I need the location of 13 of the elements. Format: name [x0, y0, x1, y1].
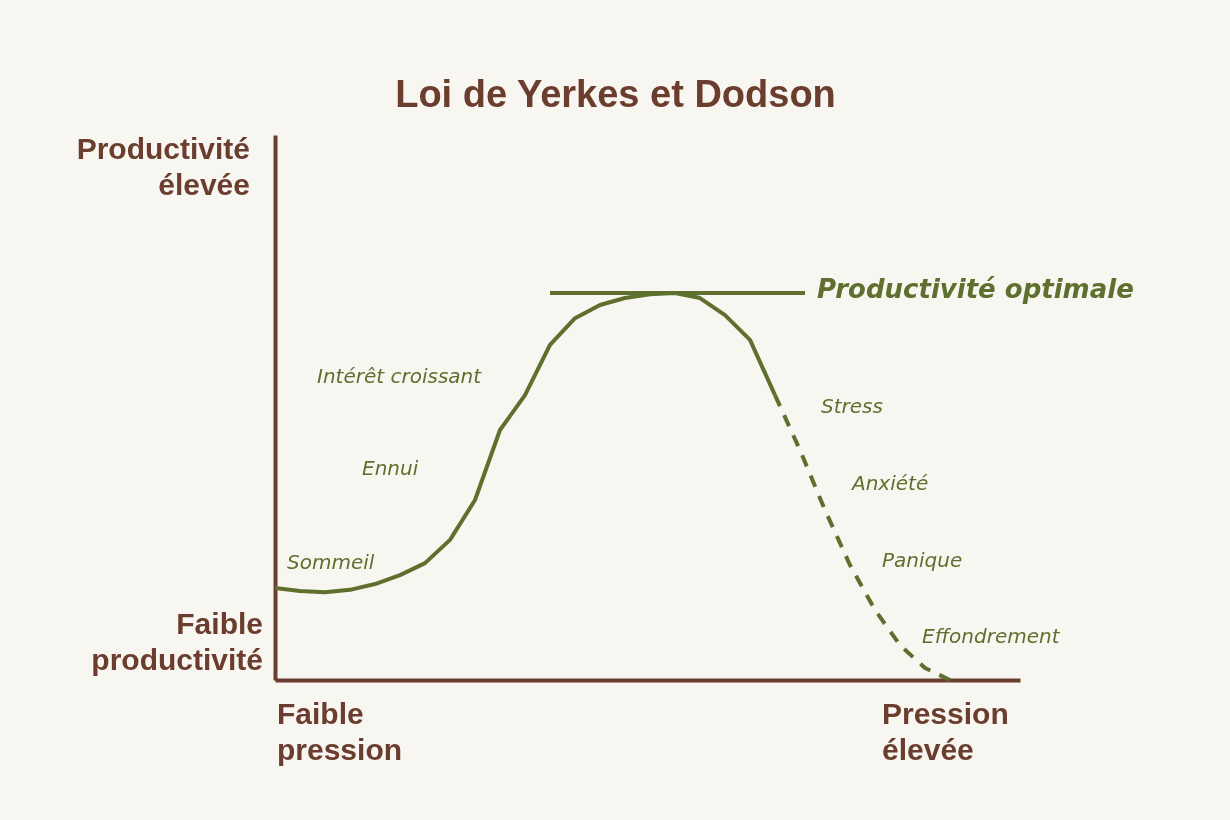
ref-line-label: Productivité optimale [817, 274, 1134, 304]
annotation: Intérêt croissant [317, 364, 483, 388]
annotation: Ennui [362, 456, 419, 480]
annotation: Stress [821, 394, 883, 418]
annotation: Sommeil [287, 550, 375, 574]
annotation: Anxiété [850, 471, 929, 495]
text: Productivité élevée [76, 132, 250, 201]
annotation: Effondrement [922, 624, 1061, 648]
annotation: Panique [882, 548, 963, 572]
annotation: Faible productivité [91, 607, 263, 676]
chart-title: Loi de Yerkes et Dodson [395, 73, 836, 115]
text: Faible pression [277, 697, 403, 766]
text: Pression élevée [882, 697, 1009, 766]
